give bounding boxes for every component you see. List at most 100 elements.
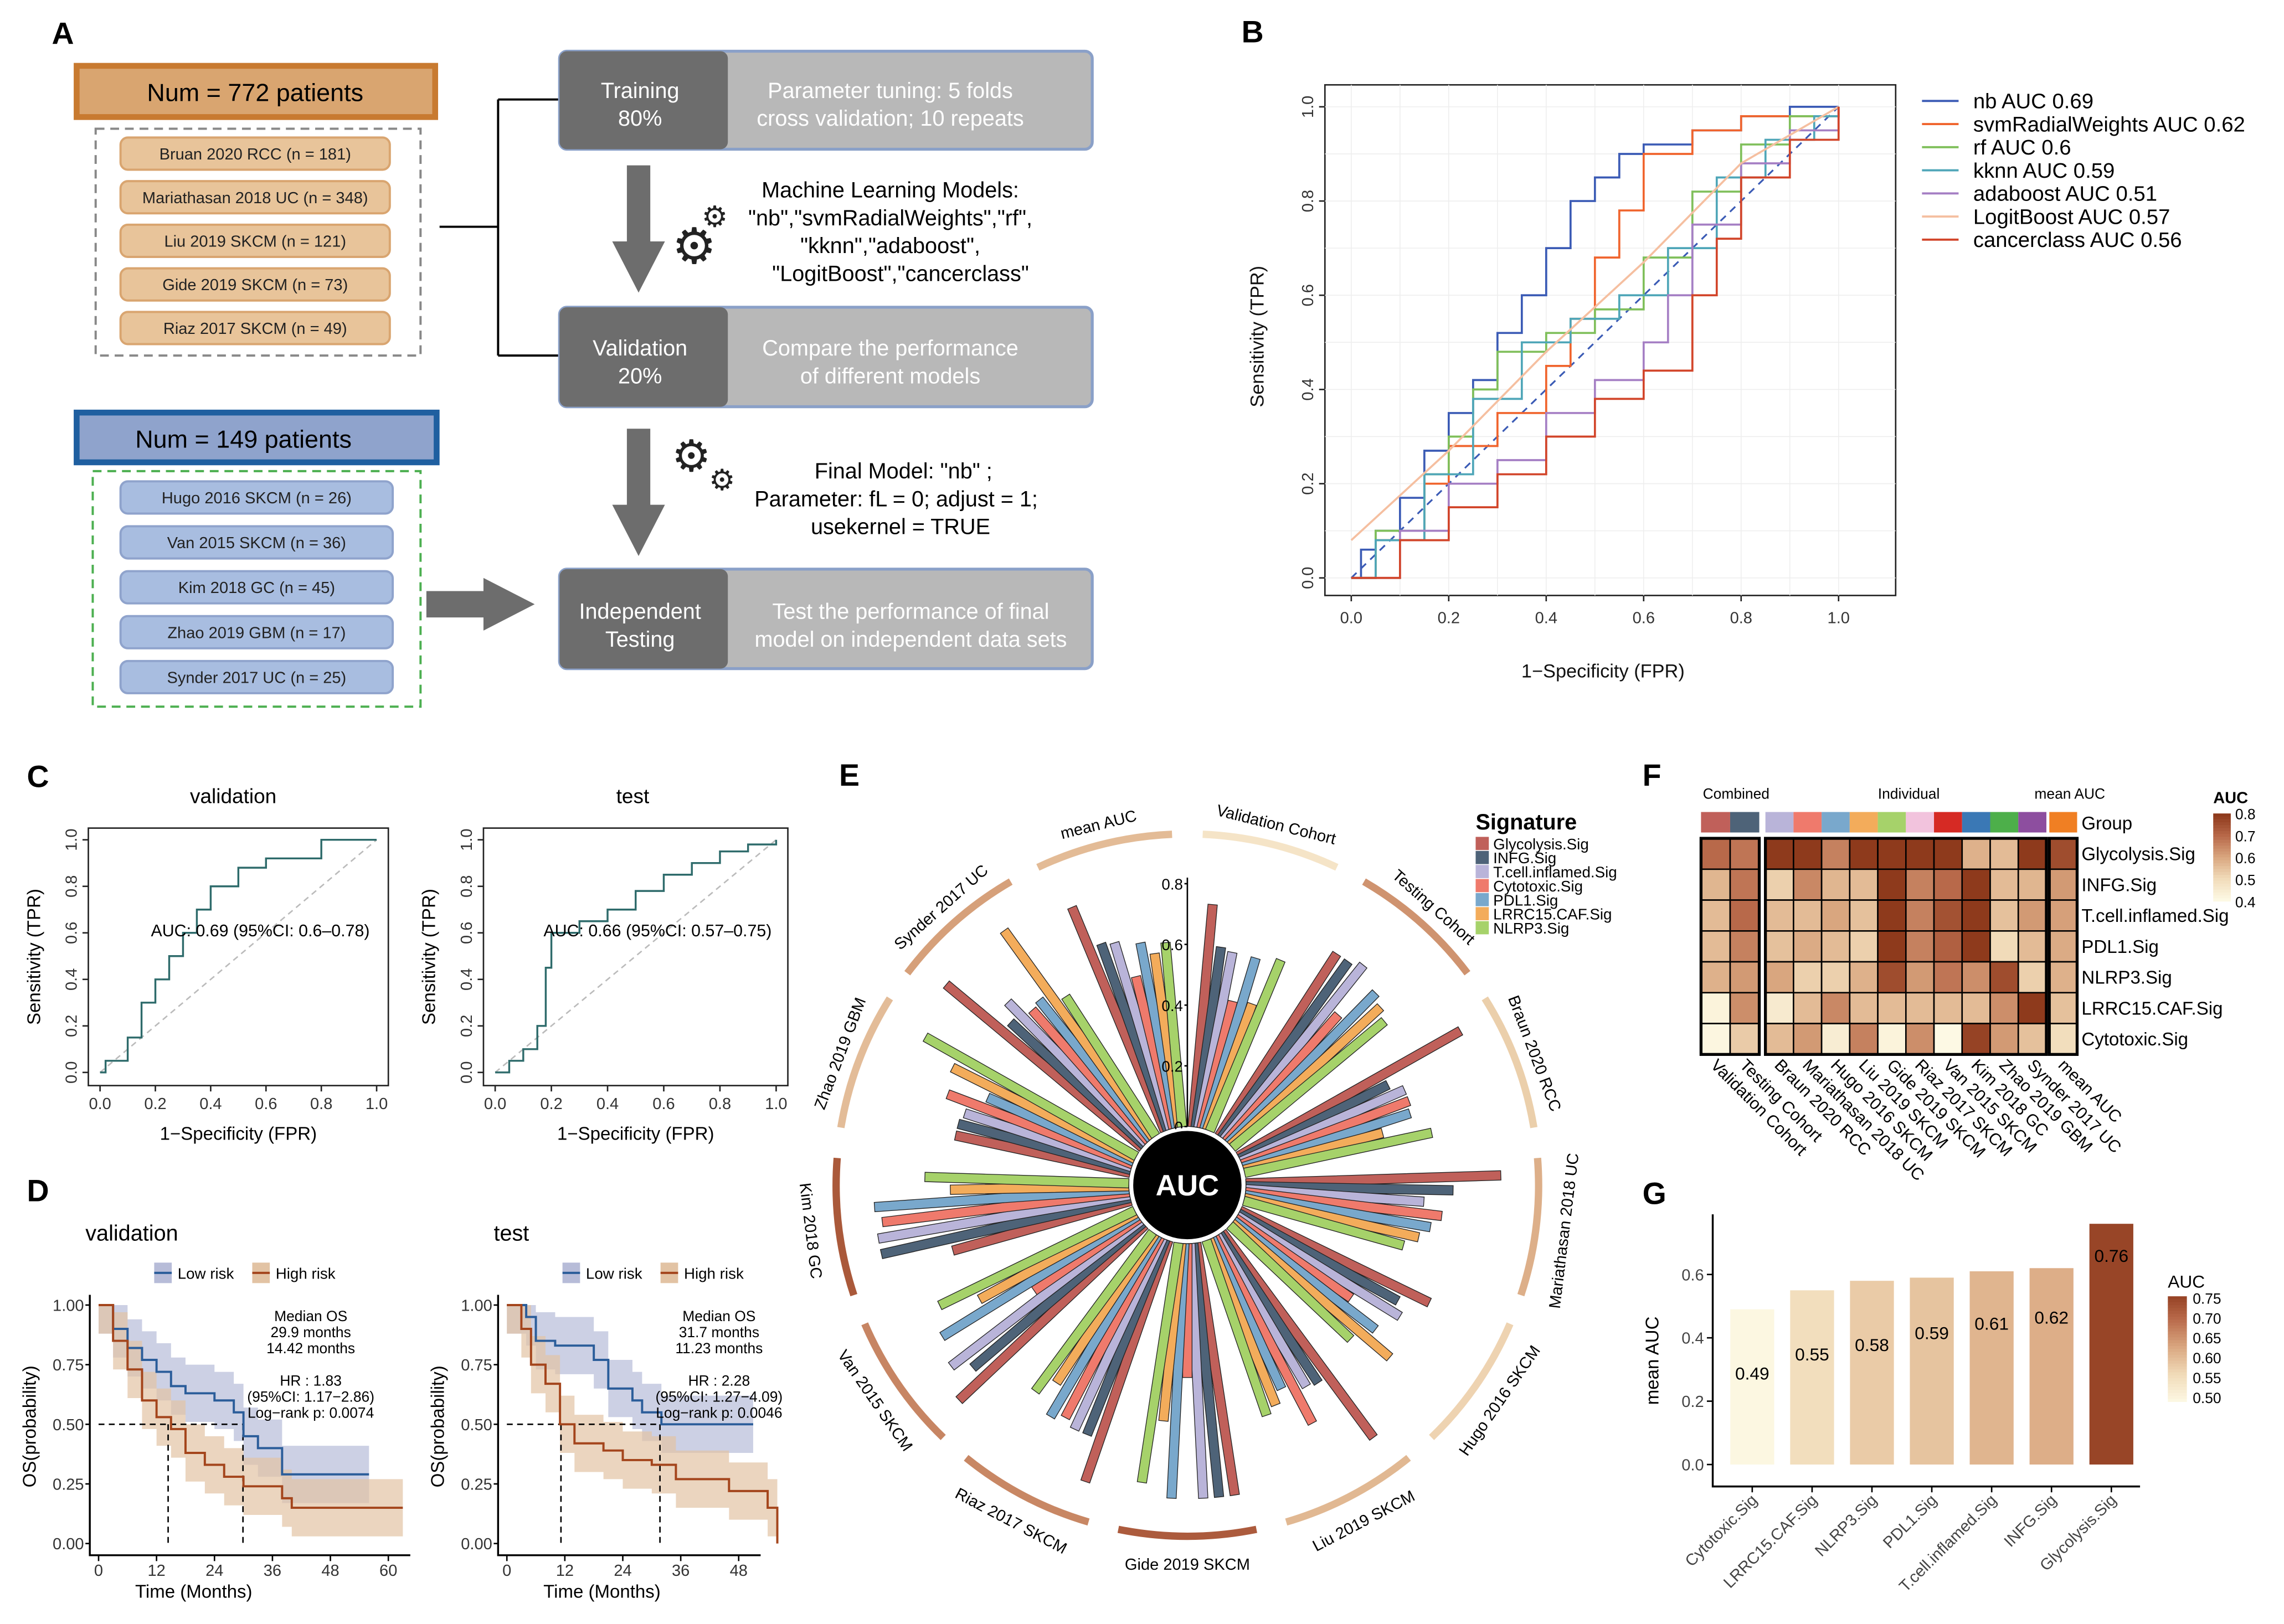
d-validation-x-tick-label: 24: [205, 1562, 223, 1580]
f-legend-gradient: [2213, 837, 2231, 841]
ml-models-line-3: "kknn","adaboost",: [800, 234, 980, 258]
validation-desc-2: of different models: [800, 364, 980, 388]
f-heatmap-cell: [1700, 992, 1731, 1024]
e-bar-NLRP3.Sig: [937, 1206, 1138, 1311]
e-cohort-arc: [861, 1322, 946, 1440]
f-heatmap-cell: [2048, 992, 2078, 1024]
d-test-legend-label: High risk: [684, 1265, 744, 1282]
g-legend-gradient: [2168, 1311, 2187, 1314]
f-row-label: Glycolysis.Sig: [2081, 844, 2195, 864]
f-heatmap-cell: [1961, 961, 1991, 994]
f-group-color-cell: [1877, 812, 1906, 833]
f-legend-gradient: [2213, 892, 2231, 896]
g-bar-INFG.Sig: [2029, 1268, 2074, 1465]
training-box-label-bg: [559, 51, 728, 149]
testing-cohort-label: Kim 2018 GC (n = 45): [178, 579, 335, 597]
f-legend-gradient: [2213, 857, 2231, 861]
c-validation-auc-annotation: AUC: 0.69 (95%CI: 0.6–0.78): [151, 921, 369, 940]
c-validation-title: validation: [190, 785, 276, 808]
f-group-color-cell: [1849, 812, 1878, 833]
f-heatmap-cell: [1905, 868, 1935, 901]
e-bar-NLRP3.Sig: [922, 1032, 1139, 1161]
validation-desc-1: Compare the performance: [762, 336, 1018, 360]
c-test-auc-annotation: AUC: 0.66 (95%CI: 0.57–0.75): [543, 921, 771, 940]
f-heatmap-cell: [1700, 837, 1731, 870]
d-validation-x-tick-label: 60: [379, 1562, 397, 1580]
c-test-title: test: [616, 785, 650, 808]
d-test-axes: [497, 1295, 761, 1556]
right-arrow: [426, 578, 535, 631]
g-legend-gradient: [2168, 1390, 2187, 1394]
f-heatmap-cell: [1961, 1023, 1991, 1055]
training-cohort-label: Mariathasan 2018 UC (n = 348): [142, 189, 368, 207]
f-block-border: [2048, 837, 2079, 1056]
testing-header-box: [74, 409, 440, 466]
b-y-tick-label: 0.0: [1299, 567, 1317, 589]
g-x-tick-label: INFG.Sig: [2001, 1491, 2060, 1550]
d-validation-stat-annotation: Median OS: [274, 1308, 347, 1324]
g-legend-gradient: [2168, 1299, 2187, 1303]
g-y-tick-label: 0.2: [1681, 1393, 1704, 1411]
f-group-color-cell: [1906, 812, 1935, 833]
g-bar-value-label: 0.49: [1735, 1364, 1769, 1384]
e-bar-NLRP3.Sig: [924, 1172, 1130, 1189]
f-heatmap-cell: [2048, 868, 2078, 901]
c-validation-x-tick-label: 0.6: [255, 1095, 277, 1113]
f-heatmap-cell: [2048, 961, 2078, 994]
f-heatmap-cell: [1729, 837, 1760, 870]
f-group-label-mean: mean AUC: [2034, 786, 2105, 802]
c-test-roc-curve: [495, 839, 778, 1074]
f-heatmap-cell: [1877, 992, 1907, 1024]
f-heatmap-cell: [1700, 1023, 1731, 1055]
f-legend-gradient: [2213, 886, 2231, 890]
g-legend-tick: 0.65: [2193, 1330, 2221, 1347]
testing-cohort-box: [119, 570, 394, 605]
f-group-color-cell: [2018, 812, 2046, 833]
f-heatmap-cell: [1700, 961, 1731, 994]
g-legend-gradient: [2168, 1395, 2187, 1399]
f-heatmap-cell: [1765, 1023, 1794, 1055]
e-cohort-arc: [832, 1157, 857, 1297]
f-heatmap-cell: [1820, 961, 1851, 994]
g-bar-value-label: 0.62: [2034, 1308, 2069, 1328]
connector-lines: [439, 98, 560, 357]
d-test-x-tick-label: 0: [502, 1562, 511, 1580]
g-legend-tick: 0.70: [2193, 1310, 2221, 1327]
f-heatmap-cell: [1877, 961, 1907, 994]
f-legend-gradient: [2213, 863, 2231, 867]
e-radial-tick-label: 0.8: [1161, 876, 1183, 893]
e-cohort-arc: [904, 878, 1013, 976]
f-heatmap-cell: [1765, 899, 1794, 932]
f-legend-gradient: [2213, 825, 2231, 829]
f-heatmap-cell: [1961, 930, 1991, 963]
b-legend-label: cancerclass AUC 0.56: [1973, 228, 2182, 252]
f-heatmap-cell: [2017, 961, 2048, 994]
g-legend-gradient: [2168, 1317, 2187, 1320]
f-heatmap-cell: [1793, 961, 1823, 994]
g-legend-gradient: [2168, 1372, 2187, 1376]
g-legend-gradient: [2168, 1399, 2187, 1402]
panel-label-g: G: [1643, 1177, 1666, 1211]
g-legend-gradient: [2168, 1386, 2187, 1390]
c-validation-y-tick-label: 0.2: [63, 1015, 80, 1037]
b-y-tick-label: 0.8: [1299, 190, 1317, 212]
training-cohort-label: Liu 2019 SKCM (n = 121): [164, 233, 346, 250]
c-validation-x-tick-label: 0.0: [89, 1095, 111, 1113]
d-test-km-curve-high-risk: [507, 1303, 779, 1544]
f-heatmap-cell: [1989, 1023, 2019, 1055]
f-heatmap-cell: [1765, 930, 1794, 963]
final-model-line-3: usekernel = TRUE: [811, 514, 990, 539]
f-heatmap-cell: [1820, 930, 1851, 963]
g-legend-gradient: [2168, 1331, 2187, 1335]
b-legend-label: svmRadialWeights AUC 0.62: [1973, 112, 2245, 136]
b-x-axis-label: 1−Specificity (FPR): [1521, 661, 1685, 682]
e-legend-title: Signature: [1475, 810, 1577, 834]
f-heatmap-cell: [1849, 930, 1879, 963]
f-heatmap-cell: [2048, 930, 2078, 963]
d-validation-confidence-band: [99, 1305, 403, 1537]
d-validation-y-tick-label: 0.25: [53, 1476, 84, 1494]
g-y-tick-label: 0.6: [1681, 1266, 1704, 1284]
e-cohort-label: Liu 2019 SKCM: [1310, 1487, 1418, 1555]
c-test-plot-frame: [482, 827, 789, 1086]
